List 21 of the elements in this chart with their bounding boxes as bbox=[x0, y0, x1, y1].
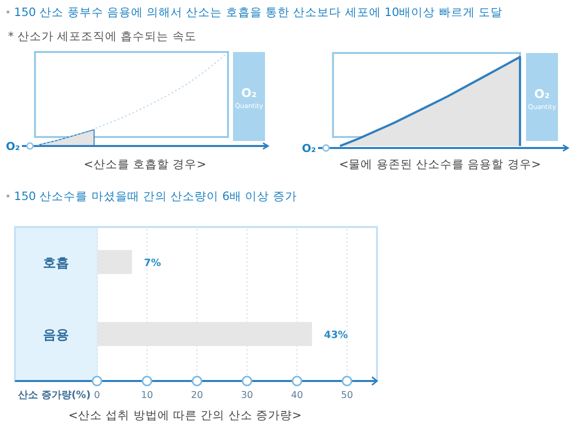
x-tick-label: 50 bbox=[340, 390, 354, 401]
chart-subtitle: * 산소가 세포조직에 흡수되는 속도 bbox=[8, 29, 196, 43]
text: O₂ bbox=[302, 142, 316, 155]
x-tick-label: 0 bbox=[94, 390, 100, 401]
text: <물에 용존된 산소수를 음용할 경우> bbox=[339, 157, 541, 171]
x-tick-label: 20 bbox=[190, 390, 204, 401]
text: O₂ bbox=[534, 87, 550, 101]
y-tick-label: 호흡 bbox=[43, 256, 69, 271]
text: O₂ bbox=[6, 140, 20, 153]
x-tick-label: 40 bbox=[290, 390, 304, 401]
text: <산소 섭취 방법에 따른 간의 산소 증가량> bbox=[68, 408, 302, 422]
x-tick-label: 10 bbox=[140, 390, 154, 401]
data-label: 7% bbox=[144, 258, 161, 269]
text: O₂ bbox=[241, 86, 257, 100]
text: <산소를 호흡할 경우> bbox=[84, 157, 206, 171]
data-label: 43% bbox=[324, 330, 348, 341]
x-tick-label: 30 bbox=[240, 390, 254, 401]
x-axis-title: 산소 증가량(%) bbox=[18, 390, 91, 401]
chart-title: 150 산소수를 마셨을때 간의 산소량이 6배 이상 증가 bbox=[14, 189, 297, 203]
text: 150 산소 풍부수 음용에 의해서 산소는 호흡을 통한 산소보다 세포에 10배이상 빠르게 도달 bbox=[14, 5, 502, 19]
y-tick-label: 음용 bbox=[43, 328, 69, 343]
